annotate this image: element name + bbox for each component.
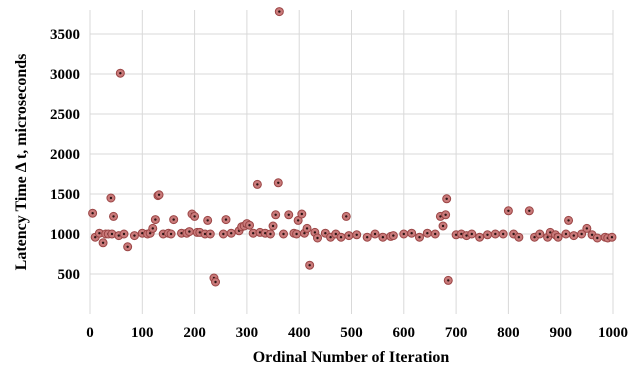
data-point <box>190 211 200 221</box>
data-point <box>274 7 284 17</box>
data-point <box>577 229 587 239</box>
data-point <box>344 231 354 241</box>
data-point <box>553 232 563 242</box>
data-point <box>443 275 453 285</box>
data-point <box>362 232 372 242</box>
data-point <box>205 229 215 239</box>
data-point <box>252 179 262 189</box>
y-axis-title: Latency Time Δ t, microseconds <box>13 54 30 271</box>
data-point <box>430 229 440 239</box>
data-point <box>245 220 255 230</box>
y-tick-label: 1000 <box>50 227 80 243</box>
data-point <box>564 215 574 225</box>
data-point <box>284 210 294 220</box>
data-point <box>422 228 432 238</box>
y-tick-label: 2000 <box>50 147 80 163</box>
y-tick-label: 3000 <box>50 67 80 83</box>
data-point <box>569 231 579 241</box>
data-point <box>203 215 213 225</box>
data-point <box>442 194 452 204</box>
x-tick-label: 400 <box>288 325 311 341</box>
data-point <box>150 215 160 225</box>
data-point <box>302 223 312 233</box>
data-point <box>370 229 380 239</box>
data-point <box>467 229 477 239</box>
data-point <box>271 210 281 220</box>
data-point <box>148 223 158 233</box>
data-point <box>305 260 315 270</box>
x-tick-label: 200 <box>183 325 206 341</box>
data-point <box>498 229 508 239</box>
data-point <box>482 230 492 240</box>
x-tick-label: 500 <box>340 325 363 341</box>
data-point <box>607 232 617 242</box>
x-tick-label: 600 <box>393 325 416 341</box>
data-point <box>313 233 323 243</box>
data-point <box>414 232 424 242</box>
data-point <box>514 232 524 242</box>
data-point <box>292 229 302 239</box>
x-axis-title: Ordinal Number of Iteration <box>253 349 450 366</box>
data-point <box>129 231 139 241</box>
data-point <box>279 229 289 239</box>
data-point <box>107 229 117 239</box>
y-tick-labels: 500 1000 1500 2000 2500 3000 3500 <box>50 27 80 283</box>
x-tick-label: 0 <box>86 325 94 341</box>
data-point <box>535 229 545 239</box>
data-point <box>441 210 451 220</box>
data-point <box>166 229 176 239</box>
data-point <box>123 242 133 252</box>
data-point <box>293 215 303 225</box>
x-tick-labels: 0 100 200 300 400 500 600 700 800 900 1000 <box>86 325 628 341</box>
data-point <box>226 228 236 238</box>
y-tick-label: 3500 <box>50 27 80 43</box>
x-tick-label: 100 <box>131 325 154 341</box>
data-point <box>352 230 362 240</box>
data-point <box>109 211 119 221</box>
data-point <box>582 223 592 233</box>
y-tick-label: 2500 <box>50 107 80 123</box>
data-point <box>407 228 417 238</box>
data-point <box>475 232 485 242</box>
x-tick-label: 300 <box>236 325 259 341</box>
data-point <box>221 215 231 225</box>
x-tick-label: 900 <box>549 325 572 341</box>
x-gridlines <box>89 10 614 314</box>
data-point <box>592 233 602 243</box>
data-point <box>268 221 278 231</box>
data-point <box>98 238 108 248</box>
data-point <box>399 229 409 239</box>
y-tick-label: 500 <box>58 267 81 283</box>
data-point <box>265 229 275 239</box>
data-point <box>184 227 194 237</box>
data-point <box>524 206 534 216</box>
data-point <box>336 232 346 242</box>
data-point <box>490 229 500 239</box>
data-point <box>211 277 221 287</box>
data-point <box>88 208 98 218</box>
x-tick-label: 700 <box>445 325 468 341</box>
y-tick-label: 1500 <box>50 187 80 203</box>
data-point <box>115 68 125 78</box>
x-tick-label: 800 <box>497 325 520 341</box>
data-point <box>378 232 388 242</box>
data-point <box>341 211 351 221</box>
data-point <box>273 178 283 188</box>
data-point <box>438 221 448 231</box>
x-tick-label: 1000 <box>598 325 628 341</box>
data-points <box>88 7 617 287</box>
data-point <box>119 229 129 239</box>
data-point <box>218 229 228 239</box>
data-point <box>169 215 179 225</box>
data-point <box>388 231 398 241</box>
data-point <box>561 229 571 239</box>
data-point <box>154 190 164 200</box>
data-point <box>297 209 307 219</box>
data-point <box>106 193 116 203</box>
data-point <box>503 206 513 216</box>
